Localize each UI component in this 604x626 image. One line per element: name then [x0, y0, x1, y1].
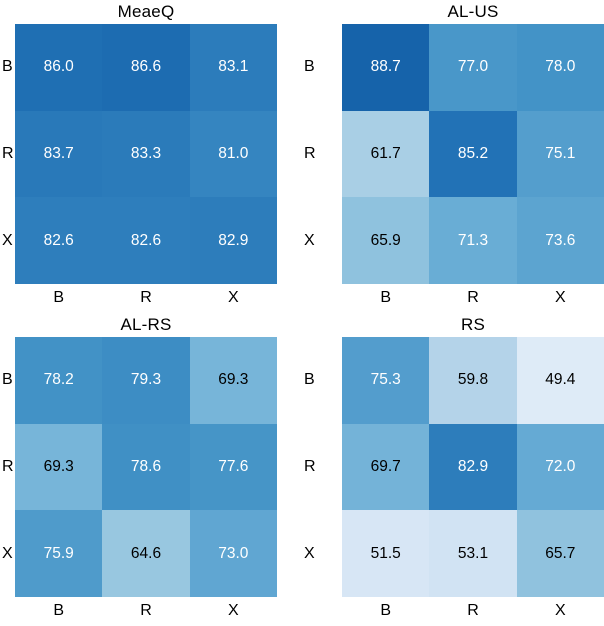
heatmap-title: MeaeQ — [117, 2, 175, 21]
heatmap-cell: 65.7 — [516, 510, 604, 597]
heatmap-cell: 82.9 — [189, 197, 277, 284]
heatmap-cell: 79.3 — [102, 337, 190, 424]
heatmap-title: AL-US — [447, 2, 499, 21]
heatmap-grid: 75.3 59.8 49.4 69.7 82.9 72.0 51.5 53.1 65.7 — [342, 337, 604, 597]
col-label: R — [467, 289, 479, 306]
heatmap-cell: 51.5 — [342, 510, 430, 597]
row-label: X — [2, 231, 13, 249]
heatmap-cell: 83.1 — [189, 24, 277, 111]
heatmap-cell: 65.9 — [342, 197, 430, 284]
heatmap-cell: 86.0 — [15, 24, 103, 111]
row-label: R — [304, 145, 316, 162]
heatmap-panel: AL-US B R X 88.7 77.0 78.0 61.7 85.2 75.1 65.9 71.3… — [302, 0, 604, 313]
row-label: X — [2, 544, 13, 562]
heatmap-grid: 78.2 79.3 69.3 69.3 78.6 77.6 75.9 64.6 73.0 — [15, 337, 277, 597]
col-label: B — [53, 289, 64, 306]
col-label: B — [380, 289, 391, 306]
heatmap-cell: 77.6 — [189, 423, 277, 511]
col-label: X — [554, 289, 566, 306]
row-label: B — [304, 371, 315, 389]
heatmap-panel: MeaeQ B R X 86.0 86.6 83.1 83.7 83.3 81.0 82.6 82.6… — [0, 0, 302, 313]
heatmap-grid: 88.7 77.0 78.0 61.7 85.2 75.1 65.9 71.3 73.6 — [342, 24, 604, 284]
heatmap-cell: 77.0 — [429, 24, 517, 111]
heatmap-cell: 53.1 — [429, 510, 517, 597]
heatmap-cell: 69.7 — [342, 423, 430, 511]
heatmap-panel: RS B R X 75.3 59.8 49.4 69.7 82.9 72.0 51.5 53.1 65.… — [302, 313, 604, 626]
heatmap-grid: 86.0 86.6 83.1 83.7 83.3 81.0 82.6 82.6 82.9 — [15, 24, 277, 284]
row-label: R — [2, 458, 14, 475]
col-label: B — [53, 602, 64, 619]
row-label: R — [304, 458, 316, 475]
heatmap-cell: 88.7 — [342, 24, 430, 111]
heatmap-body: B R X 86.0 86.6 83.1 83.7 83.3 81.0 82.6 82.6 82.9 — [0, 24, 302, 284]
heatmap-cell: 78.2 — [15, 337, 103, 424]
heatmap-cell: 85.2 — [429, 110, 517, 198]
heatmap-title: AL-RS — [120, 315, 172, 334]
heatmap-cell: 82.6 — [102, 197, 190, 284]
row-label: X — [304, 231, 315, 249]
heatmap-title: RS — [460, 315, 486, 334]
heatmap-body: B R X 78.2 79.3 69.3 69.3 78.6 77.6 75.9 64.6 73.0 — [0, 337, 302, 597]
heatmap-panel: AL-RS B R X 78.2 79.3 69.3 69.3 78.6 77.6 75.9 64.6… — [0, 313, 302, 626]
heatmap-cell: 82.6 — [15, 197, 103, 284]
heatmap-cell: 73.0 — [189, 510, 277, 597]
heatmap-body: B R X 88.7 77.0 78.0 61.7 85.2 75.1 65.9 71.3 73.6 — [302, 24, 604, 284]
row-label: R — [2, 145, 14, 162]
heatmap-cell: 81.0 — [189, 110, 277, 198]
row-label: B — [2, 371, 13, 389]
col-label: R — [467, 602, 479, 619]
col-label: X — [227, 602, 239, 619]
heatmap-cell: 69.3 — [189, 337, 277, 424]
heatmap-cell: 72.0 — [516, 423, 604, 511]
y-axis-labels: B R X — [0, 24, 15, 284]
heatmap-cell: 78.6 — [102, 423, 190, 511]
row-label: B — [304, 58, 315, 76]
heatmap-cell: 49.4 — [516, 337, 604, 424]
y-axis-labels: B R X — [302, 337, 342, 597]
heatmap-cell: 69.3 — [15, 423, 103, 511]
heatmap-cell: 73.6 — [516, 197, 604, 284]
row-label: X — [304, 544, 315, 562]
heatmap-cell: 82.9 — [429, 423, 517, 511]
heatmap-body: B R X 75.3 59.8 49.4 69.7 82.9 72.0 51.5 53.1 65.7 — [302, 337, 604, 597]
col-label: X — [554, 602, 566, 619]
heatmap-cell: 83.7 — [15, 110, 103, 198]
heatmap-cell: 59.8 — [429, 337, 517, 424]
heatmap-cell: 61.7 — [342, 110, 430, 198]
heatmap-cell: 83.3 — [102, 110, 190, 198]
heatmap-cell: 64.6 — [102, 510, 190, 597]
col-label: B — [380, 602, 391, 619]
heatmap-cell: 71.3 — [429, 197, 517, 284]
heatmap-cell: 78.0 — [516, 24, 604, 111]
col-label: R — [140, 289, 152, 306]
col-label: R — [140, 602, 152, 619]
y-axis-labels: B R X — [302, 24, 342, 284]
row-label: B — [2, 58, 13, 76]
heatmap-cell: 86.6 — [102, 24, 190, 111]
col-label: X — [227, 289, 239, 306]
heatmap-cell: 75.1 — [516, 110, 604, 198]
heatmap-cell: 75.9 — [15, 510, 103, 597]
heatmap-cell: 75.3 — [342, 337, 430, 424]
y-axis-labels: B R X — [0, 337, 15, 597]
